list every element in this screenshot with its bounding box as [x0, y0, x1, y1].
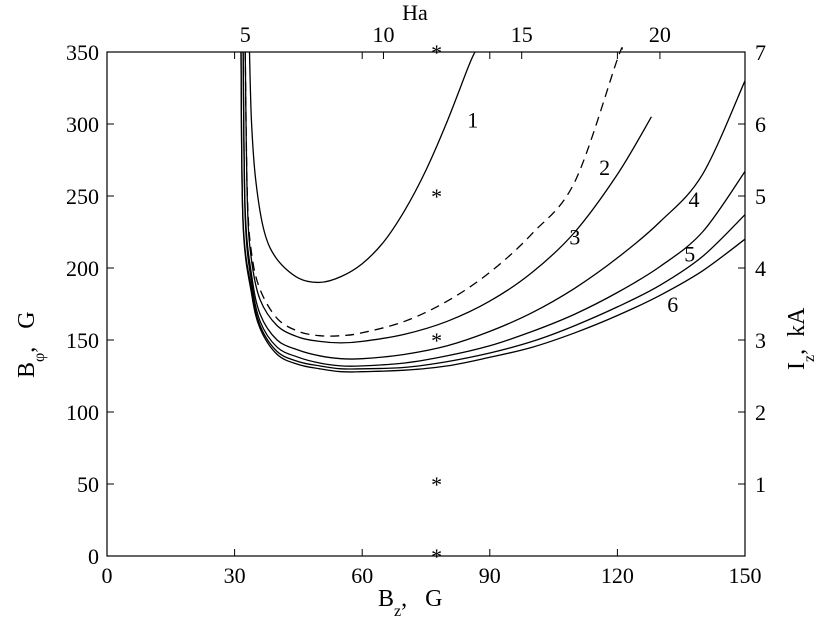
y-tick-label: 300	[66, 112, 99, 137]
y-tick-label: 150	[66, 328, 99, 353]
right-axis-label-sub: z	[801, 355, 818, 362]
right-tick-label: 6	[755, 112, 766, 137]
curves-layer	[240, 47, 746, 373]
y-tick-label: 100	[66, 400, 99, 425]
asterisk-marker: *	[431, 40, 442, 65]
series-line-dashed	[244, 47, 623, 337]
asterisk-marker: *	[431, 184, 442, 209]
right-tick-label: 3	[755, 328, 766, 353]
y-tick-label: 250	[66, 184, 99, 209]
curve-labels-layer: 1 2 3 4 56	[467, 108, 699, 317]
right-tick-label: 2	[755, 400, 766, 425]
y-tick-label: 0	[88, 544, 99, 569]
x-tick-label: 90	[479, 563, 501, 588]
right-tick-label: 5	[755, 184, 766, 209]
y-axis-label-unit: , G	[14, 311, 40, 352]
asterisk-marker: *	[431, 544, 442, 569]
series-line-3	[242, 51, 746, 360]
top-tick-label: 10	[372, 22, 394, 47]
x-tick-label: 120	[601, 563, 634, 588]
series-line-2	[244, 51, 652, 344]
curve-label-6: 6	[667, 292, 678, 317]
top-tick-label: 20	[649, 22, 671, 47]
x-axis-label-sub: z	[394, 603, 401, 620]
curve-label-4: 4	[688, 187, 699, 212]
top-tick-label: 5	[240, 22, 251, 47]
curve-label-2: 2	[599, 155, 610, 180]
y-axis-label-sub: φ	[31, 353, 48, 362]
right-tick-label: 1	[755, 472, 766, 497]
markers-layer: * * * * *	[431, 40, 442, 569]
series-line-4	[242, 51, 746, 367]
curve-label-3: 3	[569, 224, 580, 249]
x-axis-label: Bz, G	[378, 586, 442, 620]
x-tick-label: 60	[351, 563, 373, 588]
right-axis-label-unit: , kA	[784, 307, 810, 355]
y-axis-label: Bφ, G	[14, 311, 48, 378]
series-line-1	[248, 51, 476, 284]
right-tick-label: 4	[755, 256, 766, 281]
right-tick-label: 7	[755, 40, 766, 65]
x-tick-label: 0	[102, 563, 113, 588]
x-tick-label: 30	[224, 563, 246, 588]
right-axis-label: Iz, kA	[784, 307, 818, 370]
x-axis-label-unit: , G	[401, 586, 442, 612]
asterisk-marker: *	[431, 328, 442, 353]
plot-frame	[106, 51, 746, 557]
y-tick-label: 200	[66, 256, 99, 281]
top-axis-label: Ha	[402, 0, 428, 25]
series-line-6	[240, 51, 746, 373]
y-tick-label: 50	[77, 472, 99, 497]
top-tick-label: 15	[511, 22, 533, 47]
curve-label-1: 1	[467, 108, 478, 133]
curve-label-5: 5	[684, 242, 695, 267]
y-tick-label: 350	[66, 40, 99, 65]
x-tick-label: 150	[729, 563, 762, 588]
asterisk-marker: *	[431, 472, 442, 497]
series-line-5	[240, 51, 746, 370]
